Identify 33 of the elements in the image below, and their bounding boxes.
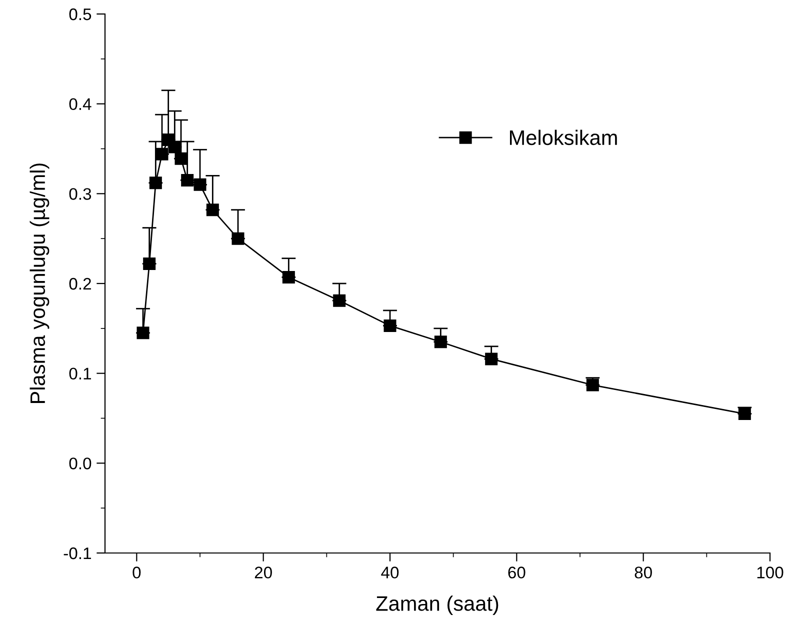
- point: [282, 270, 295, 284]
- x-tick-label: 0: [132, 566, 141, 578]
- y-tick-label: 0.2: [69, 278, 91, 290]
- point: [143, 257, 156, 270]
- point: [181, 174, 194, 186]
- point: [738, 408, 751, 420]
- y-tick-label: 0.1: [69, 368, 91, 380]
- x-axis-title: Zaman (saat): [376, 596, 498, 616]
- point: [136, 326, 150, 340]
- point: [485, 352, 498, 366]
- x-tick-label: 60: [508, 566, 526, 578]
- x-tick-label: 20: [254, 566, 272, 578]
- point: [194, 178, 206, 191]
- point: [149, 176, 162, 190]
- legend-label: Meloksikam: [510, 130, 617, 146]
- point: [586, 378, 599, 392]
- y-tick-label: 0.5: [69, 8, 92, 20]
- y-axis-title: Plasma yogunlugu (µg/ml): [30, 164, 50, 403]
- point: [232, 232, 244, 245]
- y-tick-label: 0.4: [69, 98, 92, 110]
- point: [206, 204, 219, 216]
- point: [174, 152, 188, 165]
- y-tick-label: 0.0: [69, 458, 92, 470]
- point: [384, 319, 396, 332]
- x-tick-label: 80: [634, 566, 652, 578]
- point: [156, 148, 168, 160]
- x-tick-label: 40: [381, 566, 399, 578]
- point: [434, 336, 447, 348]
- y-tick-label: 0.3: [69, 188, 92, 200]
- point: [333, 294, 346, 307]
- y-tick-label: -0.1: [64, 547, 91, 560]
- x-tick-label: 100: [757, 566, 784, 578]
- point: [168, 140, 181, 154]
